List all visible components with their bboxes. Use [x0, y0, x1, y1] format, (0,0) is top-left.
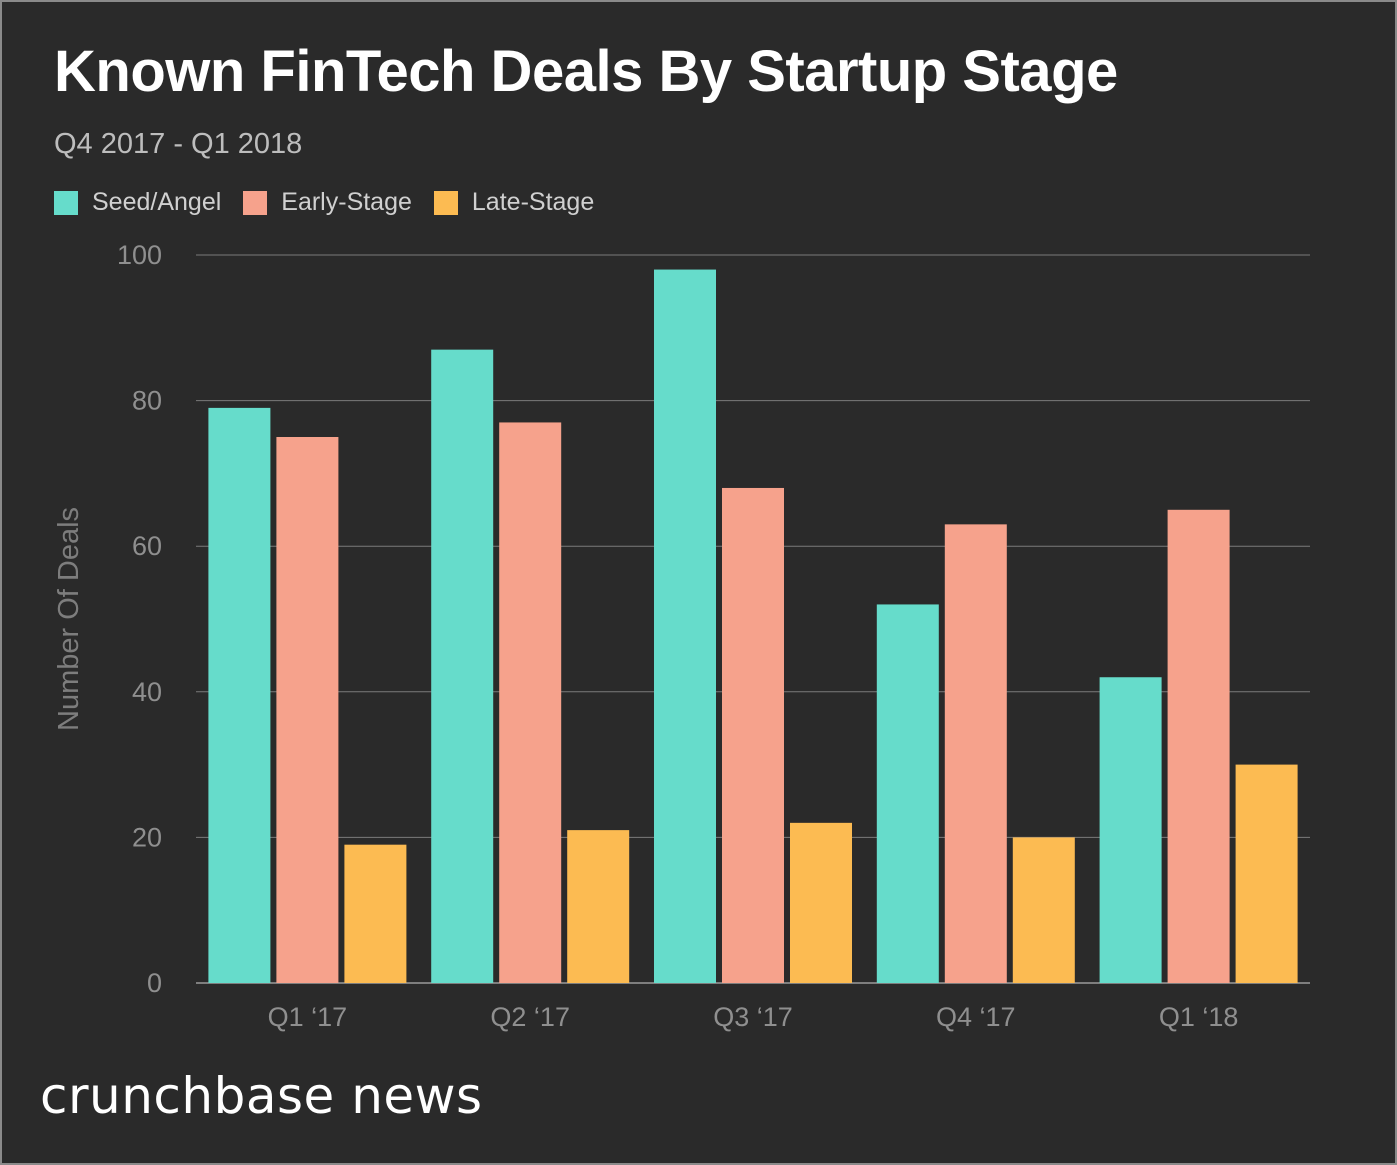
legend-label-seed-angel: Seed/Angel	[92, 188, 222, 216]
bar-late-stage-2	[567, 830, 630, 983]
bar-late-stage-4	[1012, 837, 1075, 983]
x-tick-label-3: Q3 ‘17	[713, 1002, 793, 1032]
x-tick-label-1: Q1 ‘17	[268, 1002, 348, 1032]
legend-item-late-stage: Late-Stage	[433, 188, 595, 217]
bar-late-stage-1	[344, 844, 407, 983]
y-tick-label-100: 100	[117, 240, 162, 270]
bar-early-stage-5	[1167, 509, 1230, 983]
crunchbase-news-logo: crunchbase news	[40, 1067, 483, 1125]
bar-seed-angel-1	[208, 407, 271, 983]
bar-early-stage-3	[722, 487, 784, 983]
bar-early-stage-1	[276, 437, 339, 983]
legend-swatch-seed-angel	[54, 190, 78, 215]
y-tick-label-20: 20	[132, 822, 162, 852]
bar-late-stage-3	[790, 822, 852, 983]
bar-seed-angel-5	[1099, 677, 1162, 983]
legend-label-late-stage: Late-Stage	[471, 188, 595, 216]
legend-item-early-stage: Early-Stage	[243, 188, 412, 217]
legend-label-early-stage: Early-Stage	[281, 188, 412, 216]
legend-swatch-early-stage	[243, 190, 268, 215]
bar-seed-angel-2	[431, 349, 494, 983]
legend-item-seed-angel: Seed/Angel	[54, 188, 221, 217]
x-tick-label-2: Q2 ‘17	[490, 1002, 570, 1032]
y-tick-label-0: 0	[147, 968, 162, 998]
x-tick-label-4: Q4 ‘17	[936, 1002, 1016, 1032]
y-tick-label-40: 40	[132, 677, 162, 707]
bar-early-stage-2	[499, 422, 562, 983]
bar-seed-angel-3	[654, 269, 716, 983]
legend: Seed/Angel Early-Stage Late-Stage	[54, 188, 594, 217]
chart-subtitle: Q4 2017 - Q1 2018	[54, 128, 303, 160]
y-tick-label-80: 80	[132, 386, 162, 416]
bar-early-stage-4	[944, 524, 1007, 983]
x-tick-label-5: Q1 ‘18	[1159, 1002, 1239, 1032]
chart-title: Known FinTech Deals By Startup Stage	[54, 39, 1118, 104]
y-axis-title: Number Of Deals	[53, 507, 85, 731]
bar-late-stage-5	[1235, 764, 1298, 983]
bar-seed-angel-4	[876, 604, 939, 983]
legend-swatch-late-stage	[433, 190, 458, 215]
y-tick-label-60: 60	[132, 531, 162, 561]
